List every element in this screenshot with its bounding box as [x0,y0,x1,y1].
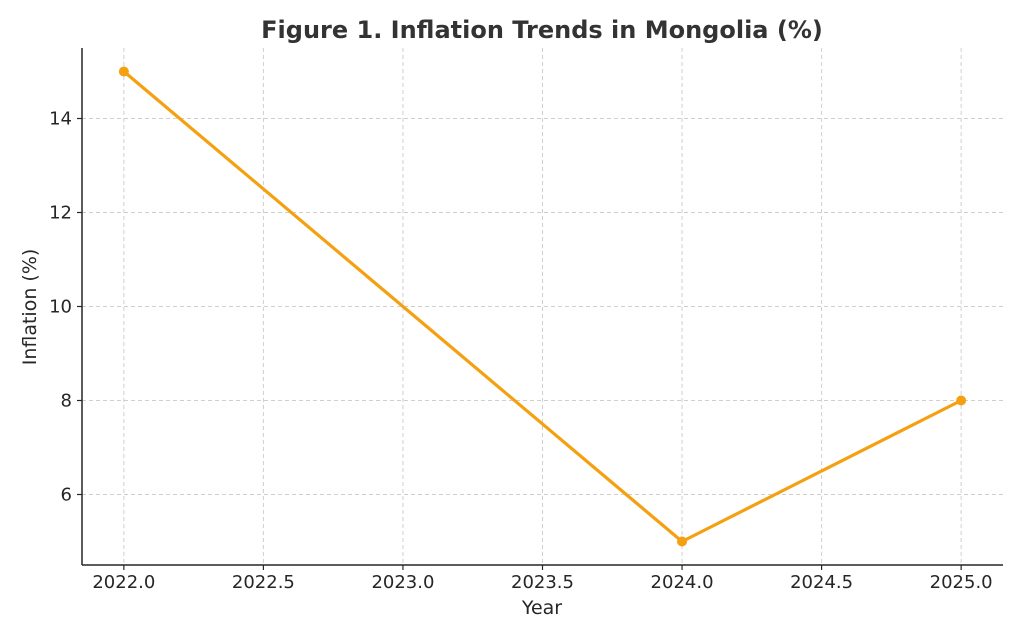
grid [82,48,1003,565]
y-tick-label: 12 [49,203,72,224]
x-tick-label: 2024.5 [790,572,853,593]
data-point [118,66,129,77]
x-tick-label: 2022.5 [232,572,295,593]
ticks: 2022.0 2022.5 2023.0 2023.5 2024.0 2024.5 2025… [49,109,993,594]
x-tick-label: 2023.0 [371,572,434,593]
chart-title: Figure 1. Inflation Trends in Mongolia (… [261,16,823,44]
x-tick-label: 2024.0 [651,572,714,593]
x-tick-label: 2023.5 [511,572,574,593]
y-tick-label: 8 [61,391,72,412]
x-axis-label: Year [521,597,562,619]
y-axis-label: Inflation (%) [19,249,41,366]
y-tick-label: 14 [49,109,72,130]
y-tick-label: 10 [49,297,72,318]
x-tick-label: 2022.0 [92,572,155,593]
x-tick-label: 2025.0 [930,572,993,593]
y-tick-label: 6 [61,485,72,506]
data-point [677,536,688,547]
data-point [956,395,967,406]
series [118,66,967,547]
